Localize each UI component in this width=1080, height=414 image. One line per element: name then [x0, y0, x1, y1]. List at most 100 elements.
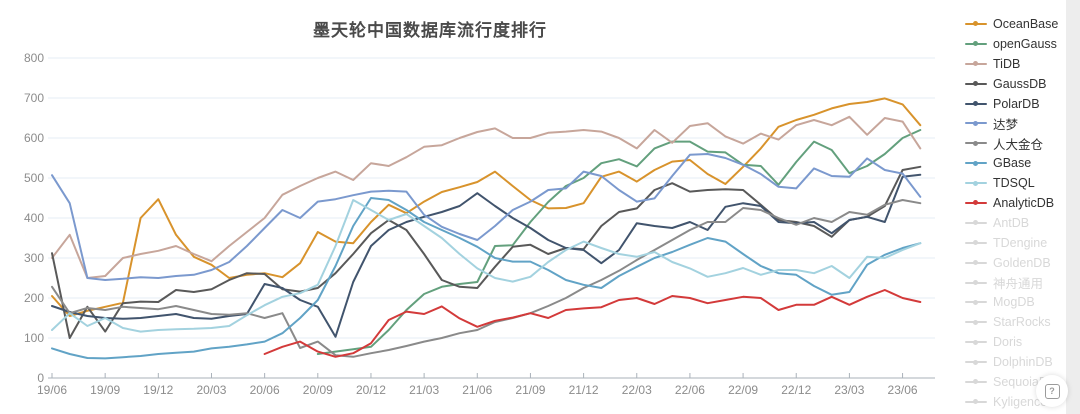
legend-marker-icon — [973, 280, 978, 286]
x-tick-label: 19/12 — [143, 383, 173, 397]
x-tick-label: 20/12 — [356, 383, 386, 397]
x-tick-label: 20/09 — [303, 383, 333, 397]
legend-line-icon — [965, 379, 987, 385]
y-tick-label: 300 — [24, 251, 44, 265]
legend-item-Kyligence[interactable]: Kyligence — [965, 392, 1065, 412]
legend-label: AntDB — [993, 215, 1030, 230]
help-icon[interactable]: ? — [1044, 383, 1060, 399]
legend-marker-icon — [973, 101, 978, 106]
legend-marker-icon — [973, 240, 978, 246]
x-tick-label: 22/12 — [781, 383, 811, 397]
series-line-GBase — [51, 197, 922, 360]
legend: OceanBase openGauss TiDB GaussDB PolarDB 达梦 人大… — [965, 14, 1065, 412]
legend-item-PolarDB[interactable]: PolarDB — [965, 94, 1065, 114]
legend-item-TDengine[interactable]: TDengine — [965, 233, 1065, 253]
legend-item-AntDB[interactable]: AntDB — [965, 213, 1065, 233]
x-tick-label: 23/03 — [834, 383, 864, 397]
series-line-OceanBase — [51, 97, 922, 317]
legend-item-GBase[interactable]: GBase — [965, 153, 1065, 173]
legend-marker-icon — [973, 260, 978, 266]
legend-item-openGauss[interactable]: openGauss — [965, 34, 1065, 54]
legend-marker-icon — [973, 299, 978, 305]
series-line-TDSQL — [51, 199, 922, 333]
legend-marker-icon — [973, 359, 978, 365]
legend-marker-icon — [973, 399, 978, 405]
legend-label: openGauss — [993, 36, 1057, 51]
legend-line-icon — [965, 61, 987, 67]
legend-label: GoldenDB — [993, 255, 1051, 270]
legend-label: 达梦 — [993, 117, 1019, 132]
y-tick-label: 0 — [37, 371, 44, 385]
legend-marker-icon — [973, 140, 978, 146]
legend-label: AnalyticDB — [993, 195, 1055, 210]
legend-item-GaussDB[interactable]: GaussDB — [965, 74, 1065, 94]
legend-line-icon — [965, 339, 987, 345]
y-tick-label: 500 — [24, 171, 44, 185]
legend-label: GaussDB — [993, 76, 1047, 91]
legend-marker-icon — [973, 220, 978, 226]
legend-line-icon — [965, 299, 987, 305]
legend-line-icon — [965, 359, 987, 365]
series-line-openGauss — [316, 129, 922, 355]
legend-label: DolphinDB — [993, 355, 1053, 370]
x-tick-label: 22/06 — [675, 383, 705, 397]
legend-line-icon — [965, 200, 987, 206]
x-tick-label: 23/06 — [888, 383, 918, 397]
legend-marker-icon — [973, 61, 978, 67]
legend-line-icon — [965, 240, 987, 246]
x-tick-label: 22/09 — [728, 383, 758, 397]
x-tick-label: 19/09 — [90, 383, 120, 397]
legend-line-icon — [965, 160, 987, 166]
y-tick-label: 600 — [24, 131, 44, 145]
legend-label: TDengine — [993, 235, 1048, 250]
legend-label: Kyligence — [993, 394, 1048, 409]
series-line-TiDB — [51, 115, 922, 279]
legend-item-MogDB[interactable]: MogDB — [965, 292, 1065, 312]
legend-marker-icon — [973, 200, 978, 206]
legend-item-GoldenDB[interactable]: GoldenDB — [965, 253, 1065, 273]
x-tick-label: 21/06 — [462, 383, 492, 397]
legend-line-icon — [965, 220, 987, 226]
legend-line-icon — [965, 21, 987, 27]
legend-item-TiDB[interactable]: TiDB — [965, 54, 1065, 74]
series-line-PolarDB — [51, 173, 922, 338]
legend-label: TiDB — [993, 56, 1021, 71]
y-tick-label: 200 — [24, 291, 44, 305]
legend-label: OceanBase — [993, 16, 1059, 31]
legend-item-Doris[interactable]: Doris — [965, 332, 1065, 352]
legend-line-icon — [965, 260, 987, 266]
legend-item-DolphinDB[interactable]: DolphinDB — [965, 352, 1065, 372]
legend-marker-icon — [973, 81, 978, 87]
legend-label: Doris — [993, 335, 1023, 350]
scrollbar[interactable] — [1066, 0, 1080, 414]
legend-item-达梦[interactable]: 达梦 — [965, 113, 1065, 133]
legend-item-神舟通用[interactable]: 神舟通用 — [965, 273, 1065, 293]
legend-item-人大金仓[interactable]: 人大金仓 — [965, 133, 1065, 153]
x-tick-label: 21/12 — [569, 383, 599, 397]
line-chart-plot: 0 100 200 300 400 500 600 700 800 19/06 19/09 19/12… — [24, 51, 935, 397]
legend-label: GBase — [993, 156, 1032, 171]
x-tick-label: 21/09 — [515, 383, 545, 397]
legend-line-icon — [965, 319, 987, 325]
x-tick-label: 20/03 — [196, 383, 226, 397]
y-tick-label: 800 — [24, 51, 44, 65]
legend-label: MogDB — [993, 295, 1035, 310]
page-title: 墨天轮中国数据库流行度排行 — [313, 21, 547, 40]
legend-item-StarRocks[interactable]: StarRocks — [965, 312, 1065, 332]
legend-marker-icon — [973, 120, 978, 126]
legend-line-icon — [965, 81, 987, 87]
legend-item-AnalyticDB[interactable]: AnalyticDB — [965, 193, 1065, 213]
legend-item-TDSQL[interactable]: TDSQL — [965, 173, 1065, 193]
legend-line-icon — [965, 120, 987, 126]
legend-line-icon — [965, 180, 987, 186]
legend-marker-icon — [973, 41, 978, 47]
legend-line-icon — [965, 399, 987, 405]
legend-item-OceanBase[interactable]: OceanBase — [965, 14, 1065, 34]
legend-label: StarRocks — [993, 315, 1051, 330]
legend-line-icon — [965, 41, 987, 47]
legend-marker-icon — [973, 160, 978, 166]
legend-line-icon — [965, 140, 987, 146]
help-button[interactable]: ? — [1036, 375, 1068, 407]
x-tick-label: 20/06 — [250, 383, 280, 397]
